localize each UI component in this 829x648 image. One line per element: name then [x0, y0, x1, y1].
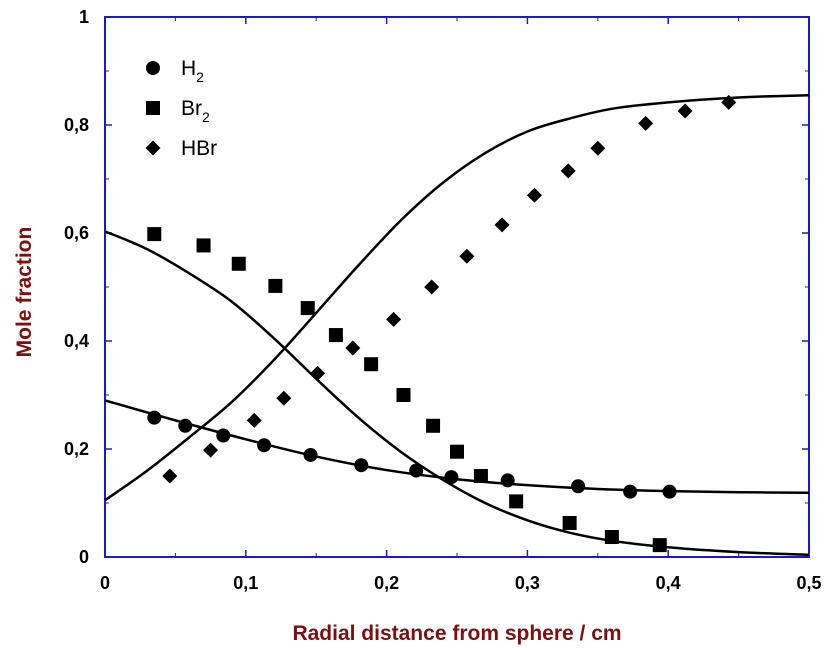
hbr-point — [386, 311, 402, 327]
hbr-point — [310, 365, 326, 381]
hbr-point — [203, 442, 219, 458]
hbr-point — [162, 468, 178, 484]
br2-point — [300, 301, 315, 316]
br2-point — [364, 357, 379, 372]
br2-point — [396, 388, 411, 402]
legend-subscript: 2 — [196, 69, 204, 85]
legend-label: Br2 — [181, 97, 210, 125]
model-curve-3 — [104, 94, 810, 502]
h2-point — [500, 473, 515, 488]
br2-point — [328, 328, 343, 343]
x-tick-label: 0,3 — [515, 573, 540, 593]
hbr-point — [560, 163, 576, 179]
y-tick-label: 0,2 — [64, 439, 89, 459]
hbr-point — [424, 279, 440, 295]
x-tick-label: 0 — [100, 573, 110, 593]
h2-point — [409, 463, 424, 478]
br2-point — [604, 530, 619, 545]
br2-point — [509, 494, 524, 509]
br2-point — [473, 469, 488, 483]
legend-label: H2 — [181, 57, 204, 85]
y-tick-label: 0 — [79, 547, 89, 567]
h2-point — [147, 410, 162, 425]
legend-item: H2 — [146, 57, 204, 85]
legend-subscript: 2 — [202, 109, 210, 125]
br2-point — [196, 238, 211, 253]
br2-point — [426, 418, 441, 433]
hbr-point — [721, 94, 737, 110]
hbr-point — [638, 115, 654, 131]
x-axis-title: Radial distance from sphere / cm — [292, 622, 621, 645]
hbr-point — [677, 103, 693, 119]
br2-point — [268, 278, 283, 293]
h2-point — [257, 438, 272, 453]
series-h2 — [147, 410, 677, 499]
br2-point — [231, 256, 246, 271]
br2-point — [450, 444, 464, 459]
h2-point — [178, 418, 193, 433]
hbr-point — [494, 217, 510, 233]
h2-point — [571, 479, 586, 494]
x-tick-label: 0,4 — [656, 573, 681, 593]
legend-item: HBr — [145, 137, 217, 160]
br2-point — [652, 538, 667, 553]
ticks-layer: 0 0,1 0,2 0,3 0,4 0,5 0 0,2 0,4 0,6 0,8 1 — [64, 7, 822, 593]
legend-circle-marker — [146, 61, 160, 75]
h2-point — [303, 447, 318, 462]
h2-point — [354, 458, 369, 473]
h2-point — [444, 470, 459, 485]
br2-point — [147, 227, 162, 242]
hbr-point — [345, 340, 361, 356]
h2-point — [662, 484, 677, 499]
hbr-point — [246, 412, 262, 428]
series-br2 — [147, 227, 667, 553]
x-tick-label: 0,1 — [233, 573, 258, 593]
legend: H2 Br2 HBr — [145, 57, 217, 160]
hbr-point — [276, 390, 292, 406]
y-tick-label: 1 — [79, 7, 89, 27]
h2-point — [216, 428, 231, 443]
legend-diamond-marker — [145, 140, 161, 156]
model-curves-layer — [104, 94, 810, 557]
y-tick-label: 0,6 — [64, 223, 89, 243]
x-tick-label: 0,2 — [374, 573, 399, 593]
y-axis-title: Mole fraction — [13, 227, 36, 358]
br2-point — [562, 515, 577, 530]
markers-layer — [147, 94, 737, 553]
legend-label: HBr — [181, 137, 217, 160]
y-tick-label: 0,4 — [64, 331, 89, 351]
legend-square-marker — [146, 101, 160, 115]
h2-point — [623, 484, 638, 499]
legend-item: Br2 — [146, 97, 210, 125]
series-hbr — [162, 94, 737, 484]
y-tick-label: 0,8 — [64, 115, 89, 135]
hbr-point — [590, 140, 606, 156]
x-tick-label: 0,5 — [796, 573, 821, 593]
model-curve-2 — [104, 230, 810, 557]
hbr-point — [459, 248, 475, 264]
hbr-point — [526, 187, 542, 203]
